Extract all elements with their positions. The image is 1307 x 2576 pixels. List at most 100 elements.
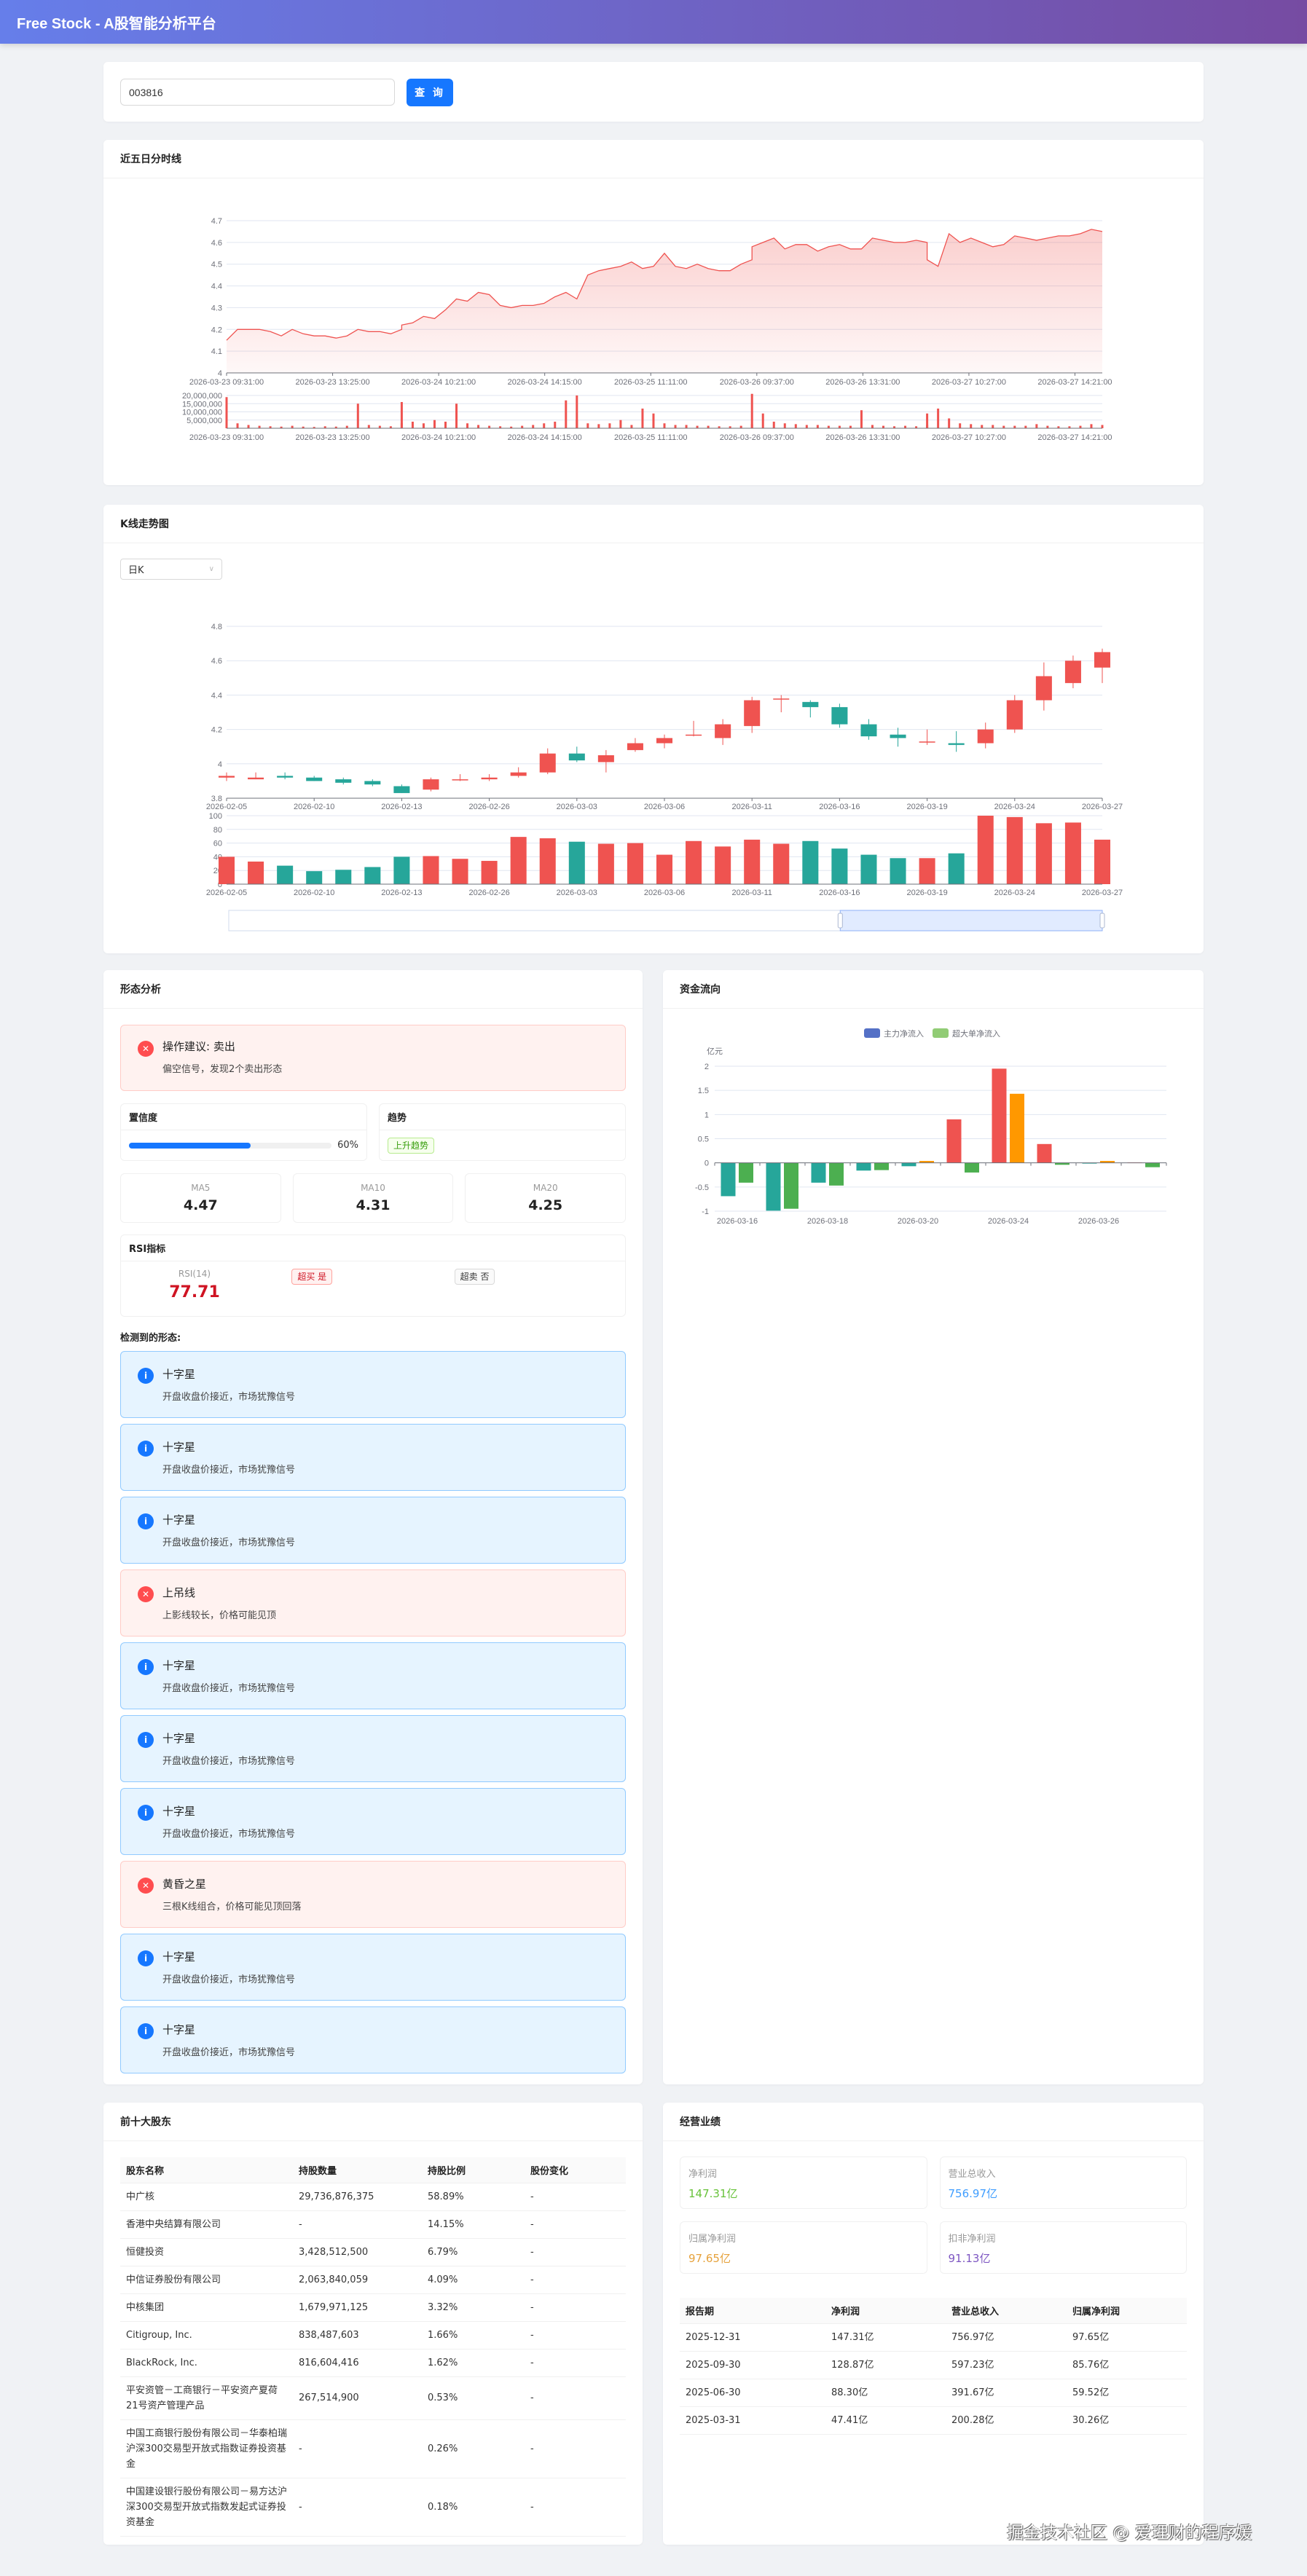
y-tick-label: 3.8 xyxy=(211,795,222,803)
volume-bar xyxy=(422,423,425,428)
volume-bar xyxy=(444,422,447,428)
flow-bar xyxy=(856,1162,871,1171)
volume-bar xyxy=(1002,425,1005,428)
volume-bar xyxy=(269,426,272,428)
volume-tick-label: 100 xyxy=(209,812,222,821)
app-title: Free Stock - A股智能分析平台 xyxy=(17,15,216,32)
volume-bar xyxy=(926,413,929,428)
volume-bar xyxy=(619,420,622,428)
table-row: 2025-12-31 147.31亿 756.97亿 97.65亿 xyxy=(680,2323,1187,2352)
x-tick-label: 2026-03-26 13:31:00 xyxy=(825,378,900,387)
table-row: 平安资管－工商银行－平安资产夏荷21号资产管理产品 267,514,900 0.53… xyxy=(120,2376,626,2420)
volume-bar xyxy=(1024,425,1027,428)
datazoom-handle[interactable] xyxy=(1099,913,1105,929)
kline-chart[interactable]: 3.8 4 4.2 4.4 4.6 4.8 2026-02-05 2026-02-10 2026… xyxy=(103,505,1204,953)
candle-body xyxy=(597,755,614,763)
datazoom-selection[interactable] xyxy=(839,910,1103,931)
query-button[interactable]: 查 询 xyxy=(407,79,453,106)
detected-patterns-label: 检测到的形态: xyxy=(120,1333,181,1344)
volume-bar xyxy=(937,409,940,428)
performance-card: 经营业绩 净利润 147.31亿 营业总收入 756.97亿 归属净利润 97.65亿 扣非… xyxy=(663,2103,1204,2545)
advice-alert: ✕ 操作建议: 卖出 偏空信号，发现2个卖出形态 xyxy=(120,1025,626,1091)
table-cell: 中国工商银行股份有限公司－华泰柏瑞沪深300交易型开放式指数证券投资基金 xyxy=(120,2419,293,2478)
volume-bar xyxy=(248,861,264,884)
volume-bar xyxy=(739,425,742,428)
stock-code-input[interactable] xyxy=(120,79,395,106)
x-tick-label: 2026-03-27 xyxy=(1082,803,1123,811)
volume-x-tick-label: 2026-03-06 xyxy=(644,889,685,897)
volume-bar xyxy=(674,425,677,428)
stat-card: 营业总收入 756.97亿 xyxy=(939,2156,1187,2209)
volume-bar xyxy=(715,846,731,884)
volume-tick-label: 0 xyxy=(218,881,222,889)
volume-x-tick-label: 2026-02-26 xyxy=(468,889,509,897)
pattern-title: 形态分析 xyxy=(103,970,643,1009)
x-tick-label: 2026-03-24 10:21:00 xyxy=(401,378,476,387)
volume-x-tick-label: 2026-03-16 xyxy=(819,889,860,897)
volume-bar xyxy=(247,425,250,428)
y-tick-label: 4.6 xyxy=(211,657,222,666)
volume-bar xyxy=(627,843,643,884)
intraday-chart[interactable]: 4 4.1 4.2 4.3 4.4 4.5 4.6 4.7 2026-03-23 09:31:0… xyxy=(103,178,1204,485)
table-row: 中国工商银行股份有限公司－华泰柏瑞沪深300交易型开放式指数证券投资基金 -0.2… xyxy=(120,2419,626,2478)
volume-bar xyxy=(959,423,962,428)
column-header: 股东名称 xyxy=(120,2157,293,2183)
x-tick-label: 2026-03-24 xyxy=(988,1217,1029,1226)
datazoom-handle[interactable] xyxy=(837,913,843,929)
x-tick-label: 2026-03-16 xyxy=(717,1217,758,1226)
legend-label: 超大单净流入 xyxy=(952,1028,1000,1039)
volume-bar xyxy=(597,843,614,884)
confidence-card: 置信度 60% xyxy=(120,1103,367,1161)
y-tick-label: 4.2 xyxy=(211,326,222,334)
volume-bar xyxy=(707,425,710,428)
intraday-card: 近五日分时线 4 4.1 4.2 4.3 4.4 4.5 4.6 4.7 2026-03-23 … xyxy=(103,140,1204,485)
volume-bar xyxy=(378,425,381,428)
candle-body xyxy=(481,777,498,780)
volume-bar xyxy=(411,422,414,428)
y-tick-label: 4.6 xyxy=(211,239,222,248)
y-tick-label: 2 xyxy=(704,1063,709,1071)
stat-label: 扣非净利润 xyxy=(948,2234,996,2245)
table-cell: - xyxy=(293,2478,422,2537)
candle-body xyxy=(686,734,702,736)
table-cell: 0.18% xyxy=(422,2478,525,2537)
info-circle-icon: i xyxy=(138,2023,154,2039)
ma-value: 4.31 xyxy=(356,1197,390,1213)
x-tick-label: 2026-03-26 xyxy=(1078,1217,1119,1226)
stat-value: 756.97亿 xyxy=(948,2187,998,2200)
volume-bar xyxy=(849,425,852,428)
volume-bar xyxy=(1057,426,1060,428)
volume-bar xyxy=(838,425,841,428)
price-line xyxy=(226,229,1103,341)
volume-bar xyxy=(663,423,666,428)
candle-body xyxy=(393,786,410,793)
flow-bar xyxy=(829,1162,844,1186)
pattern-desc: 开盘收盘价接近，市场犹豫信号 xyxy=(162,1829,296,1840)
volume-bar xyxy=(805,425,808,428)
candle-body xyxy=(1094,652,1111,668)
period-select[interactable]: 日K ∨ xyxy=(120,559,222,580)
shareholders-title: 前十大股东 xyxy=(103,2103,643,2141)
volume-bar xyxy=(356,403,359,428)
pattern-desc: 开盘收盘价接近，市场犹豫信号 xyxy=(162,1974,296,1985)
pattern-name: 十字星 xyxy=(162,1368,196,1381)
oversold-tag: 超卖 否 xyxy=(454,1269,495,1285)
table-row: 2025-06-30 88.30亿 391.67亿 59.52亿 xyxy=(680,2379,1187,2407)
ma-label: MA10 xyxy=(361,1183,385,1193)
volume-x-tick-label: 2026-03-03 xyxy=(557,889,597,897)
fundflow-card: 资金流向 主力净流入 超大单净流入 亿元 -1 -0.5 0 0.5 1 1.5 2 2026-03… xyxy=(663,970,1204,2084)
table-cell: 6.79% xyxy=(422,2238,525,2266)
table-cell: 2025-09-30 xyxy=(680,2351,825,2379)
y-tick-label: 1.5 xyxy=(698,1087,709,1095)
flow-bar xyxy=(874,1162,889,1170)
volume-bar xyxy=(576,420,578,428)
table-cell: - xyxy=(525,2349,626,2377)
legend-swatch[interactable] xyxy=(864,1028,880,1038)
shareholders-card: 前十大股东 股东名称 持股数量 持股比例 股份变化 中广核 29,736,876,375… xyxy=(103,2103,643,2545)
candle-body xyxy=(744,700,761,726)
volume-bar xyxy=(656,854,673,884)
pattern-item: i 十字星 开盘收盘价接近，市场犹豫信号 xyxy=(120,1424,626,1491)
legend-swatch[interactable] xyxy=(933,1028,949,1038)
table-cell: 2,063,840,059 xyxy=(293,2266,422,2294)
